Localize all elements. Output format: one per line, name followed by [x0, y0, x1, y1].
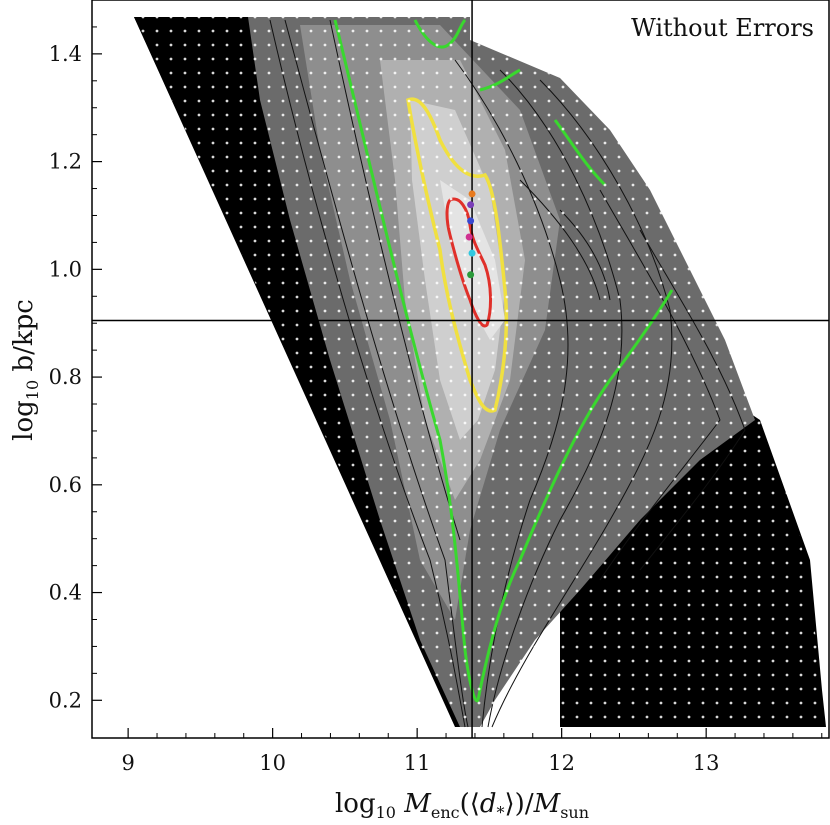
sample-dots-right	[470, 40, 826, 727]
marker-point	[467, 217, 475, 225]
marker-group	[465, 190, 476, 279]
annotation-without-errors: Without Errors	[631, 14, 814, 42]
x-tick-label: 12	[548, 751, 575, 775]
plot-frame	[91, 0, 830, 739]
marker-point	[467, 271, 475, 279]
y-tick-label: 1.0	[49, 257, 82, 281]
y-tick-label: 0.6	[49, 473, 82, 497]
y-tick-label: 0.4	[49, 581, 82, 605]
sample-dots	[134, 17, 470, 727]
y-axis-title: log10 b/kpc	[9, 299, 42, 441]
posterior-region	[134, 17, 826, 728]
y-tick-label: 0.8	[49, 365, 82, 389]
x-tick-label: 9	[121, 751, 134, 775]
marker-point	[468, 249, 476, 257]
marker-point	[465, 233, 473, 241]
x-tick-label: 11	[404, 751, 431, 775]
y-axis: 0.2 0.4 0.6 0.8 1.0 1.2 1.4	[49, 26, 102, 712]
x-axis-title: log10 Menc(⟨d*⟩)/Msun	[335, 789, 589, 822]
marker-point	[468, 190, 476, 198]
y-tick-label: 0.2	[49, 688, 82, 712]
x-tick-label: 10	[259, 751, 286, 775]
y-tick-label: 1.2	[49, 150, 82, 174]
x-tick-label: 13	[693, 751, 720, 775]
x-axis: 9 10 11 12 13	[121, 728, 823, 775]
y-tick-label: 1.4	[49, 42, 82, 66]
marker-point	[467, 201, 475, 209]
